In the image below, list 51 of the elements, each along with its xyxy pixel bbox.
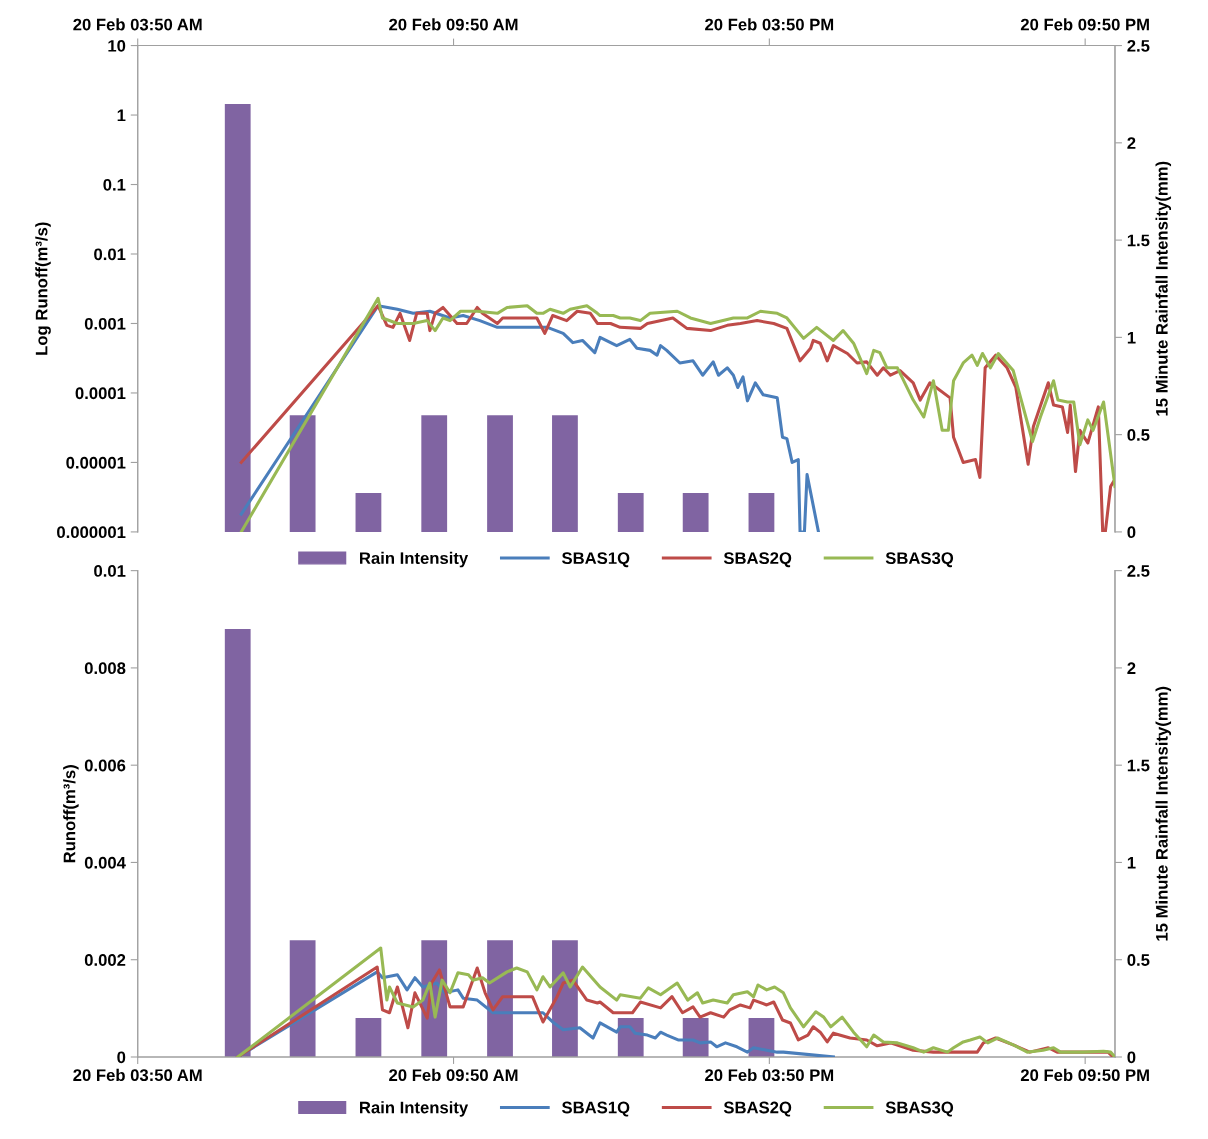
y-tick-label: 0.006 bbox=[84, 759, 126, 772]
y2-tick-label: 0.5 bbox=[1127, 954, 1150, 966]
legend-label: SBAS1Q bbox=[561, 1101, 630, 1117]
y2-tick-label: 2.5 bbox=[1127, 39, 1150, 52]
y-axis-title: Log Runoff(m³/s) bbox=[35, 222, 51, 355]
y2-tick-label: 2 bbox=[1127, 662, 1136, 674]
y-tick-label: 0.002 bbox=[84, 954, 126, 966]
y-tick-label: 0.01 bbox=[94, 565, 126, 577]
legend-label: Rain Intensity bbox=[360, 551, 469, 568]
y-tick-label: 0.008 bbox=[84, 662, 126, 675]
y-tick-label: 0.001 bbox=[84, 317, 126, 330]
y-axis-title: Runoff(m³/s) bbox=[63, 765, 79, 863]
y2-tick-label: 1.5 bbox=[1127, 234, 1150, 247]
legend-label: SBAS3Q bbox=[885, 552, 954, 568]
y2-tick-label: 0 bbox=[1127, 526, 1136, 539]
y2-tick-label: 1 bbox=[1127, 857, 1136, 869]
y2-tick-label: 1 bbox=[1127, 331, 1136, 344]
bar bbox=[487, 940, 513, 1057]
y2-tick-label: 2.5 bbox=[1127, 565, 1150, 577]
y-tick-label: 0.1 bbox=[103, 178, 126, 191]
x-tick-label: 20 Feb 03:50 PM bbox=[705, 1068, 834, 1082]
x-tick-label: 20 Feb 09:50 PM bbox=[1020, 18, 1149, 31]
y-tick-label: 0.01 bbox=[94, 248, 126, 261]
y2-tick-label: 0.5 bbox=[1127, 429, 1150, 441]
y2-axis-title: 15 Minute Rainfall Intensity(mm) bbox=[1155, 161, 1172, 416]
legend-label: SBAS1Q bbox=[561, 552, 630, 568]
y-tick-label: 10 bbox=[108, 39, 126, 52]
x-tick-label: 20 Feb 09:50 AM bbox=[389, 1068, 518, 1082]
y-tick-label: 0.0001 bbox=[75, 387, 126, 400]
bar bbox=[289, 940, 316, 1057]
y-tick-label: 1 bbox=[117, 109, 126, 122]
x-tick-label: 20 Feb 03:50 PM bbox=[705, 18, 834, 31]
y-tick-label: 0 bbox=[117, 1051, 126, 1064]
y-tick-label: 0.00001 bbox=[66, 456, 126, 469]
bar bbox=[224, 629, 251, 1057]
y2-axis-title: 15 Minute Rainfall Intensity(mm) bbox=[1155, 686, 1172, 941]
x-tick-label: 20 Feb 03:50 AM bbox=[73, 1068, 202, 1082]
legend-label: SBAS2Q bbox=[723, 552, 792, 568]
x-tick-label: 20 Feb 03:50 AM bbox=[73, 18, 202, 31]
y-tick-label: 0.004 bbox=[84, 856, 126, 869]
legend-label: SBAS3Q bbox=[885, 1101, 954, 1117]
legend-label: Rain Intensity bbox=[360, 1101, 469, 1117]
bar bbox=[355, 1018, 382, 1057]
y2-tick-label: 0 bbox=[1127, 1051, 1136, 1064]
y-tick-label: 0.000001 bbox=[57, 526, 126, 539]
legend-label: SBAS2Q bbox=[723, 1101, 792, 1117]
x-tick-label: 20 Feb 09:50 PM bbox=[1020, 1068, 1149, 1082]
x-tick-label: 20 Feb 09:50 AM bbox=[389, 18, 518, 31]
y2-tick-label: 1.5 bbox=[1127, 759, 1150, 772]
y2-tick-label: 2 bbox=[1127, 137, 1136, 149]
bar bbox=[682, 1018, 709, 1057]
